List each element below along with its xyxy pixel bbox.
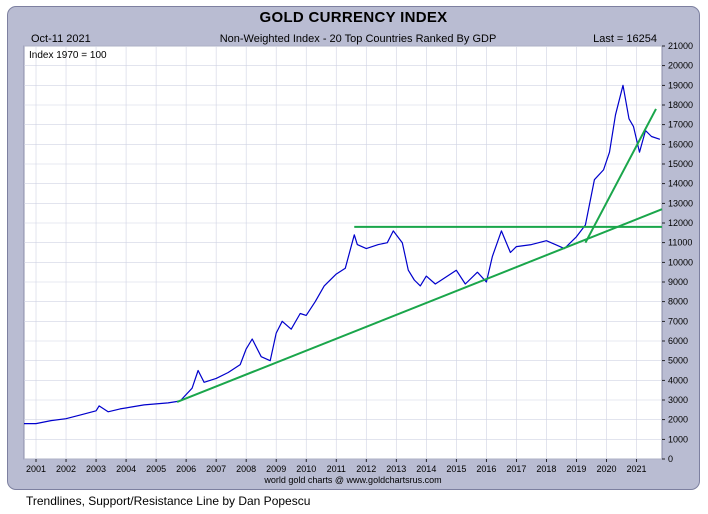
x-tick-label: 2013: [386, 464, 406, 474]
x-tick-label: 2003: [86, 464, 106, 474]
caption: Trendlines, Support/Resistance Line by D…: [26, 494, 311, 508]
x-tick-label: 2005: [146, 464, 166, 474]
last-value-label: Last = 16254: [593, 33, 657, 45]
y-tick-label: 21000: [668, 41, 693, 51]
y-tick-label: 14000: [668, 179, 693, 189]
x-tick-label: 2011: [327, 464, 346, 474]
index-note: Index 1970 = 100: [29, 50, 107, 61]
series-group: [24, 84, 661, 425]
y-tick-label: 12000: [668, 218, 693, 228]
x-tick-label: 2001: [26, 464, 46, 474]
y-tick-label: 19000: [668, 80, 693, 90]
chart-title: GOLD CURRENCY INDEX: [259, 9, 448, 26]
x-axis: 2001 2002 2003 2004 2005 2006 2007 2008 2009 2010…: [26, 459, 646, 474]
y-tick-label: 5000: [668, 356, 688, 366]
date-label: Oct-11 2021: [31, 33, 91, 45]
x-tick-label: 2009: [266, 464, 286, 474]
source-label: world gold charts @ www.goldchartsrus.co…: [263, 475, 441, 485]
y-tick-label: 16000: [668, 139, 693, 149]
x-tick-label: 2010: [296, 464, 316, 474]
grid: [24, 45, 662, 460]
x-tick-label: 2020: [596, 464, 616, 474]
y-tick-label: 11000: [668, 238, 692, 248]
y-tick-label: 15000: [668, 159, 693, 169]
y-tick-label: 20000: [668, 61, 693, 71]
x-tick-label: 2016: [476, 464, 496, 474]
x-tick-label: 2014: [416, 464, 436, 474]
x-tick-label: 2002: [56, 464, 76, 474]
plot-area: [23, 45, 663, 460]
x-tick-label: 2007: [206, 464, 226, 474]
x-tick-label: 2018: [536, 464, 556, 474]
x-tick-label: 2012: [356, 464, 376, 474]
y-axis: 0 1000 2000 3000 4000 5000 6000 7000 8000 9000 100…: [662, 41, 693, 464]
x-tick-label: 2008: [236, 464, 256, 474]
steep-uptrend: [584, 108, 657, 244]
trendline-group: [176, 108, 663, 403]
y-tick-label: 2000: [668, 415, 688, 425]
x-tick-label: 2015: [446, 464, 466, 474]
y-tick-label: 4000: [668, 375, 688, 385]
y-tick-label: 6000: [668, 336, 688, 346]
long-term-uptrend: [176, 208, 663, 403]
x-tick-label: 2004: [116, 464, 136, 474]
x-tick-label: 2006: [176, 464, 196, 474]
x-tick-label: 2021: [626, 464, 646, 474]
y-tick-label: 8000: [668, 297, 688, 307]
y-tick-label: 1000: [668, 434, 688, 444]
title-bar: GOLD CURRENCY INDEX: [8, 7, 699, 29]
y-tick-label: 0: [668, 454, 673, 464]
gold-index-series-line: [24, 84, 661, 425]
x-tick-label: 2019: [566, 464, 586, 474]
y-tick-label: 13000: [668, 198, 693, 208]
y-tick-label: 18000: [668, 100, 693, 110]
x-tick-label: 2017: [506, 464, 526, 474]
y-tick-label: 17000: [668, 120, 693, 130]
y-tick-label: 10000: [668, 257, 693, 267]
y-tick-label: 9000: [668, 277, 688, 287]
y-tick-label: 7000: [668, 316, 688, 326]
y-tick-label: 3000: [668, 395, 688, 405]
chart-subtitle: Non-Weighted Index - 20 Top Countries Ra…: [220, 33, 497, 45]
